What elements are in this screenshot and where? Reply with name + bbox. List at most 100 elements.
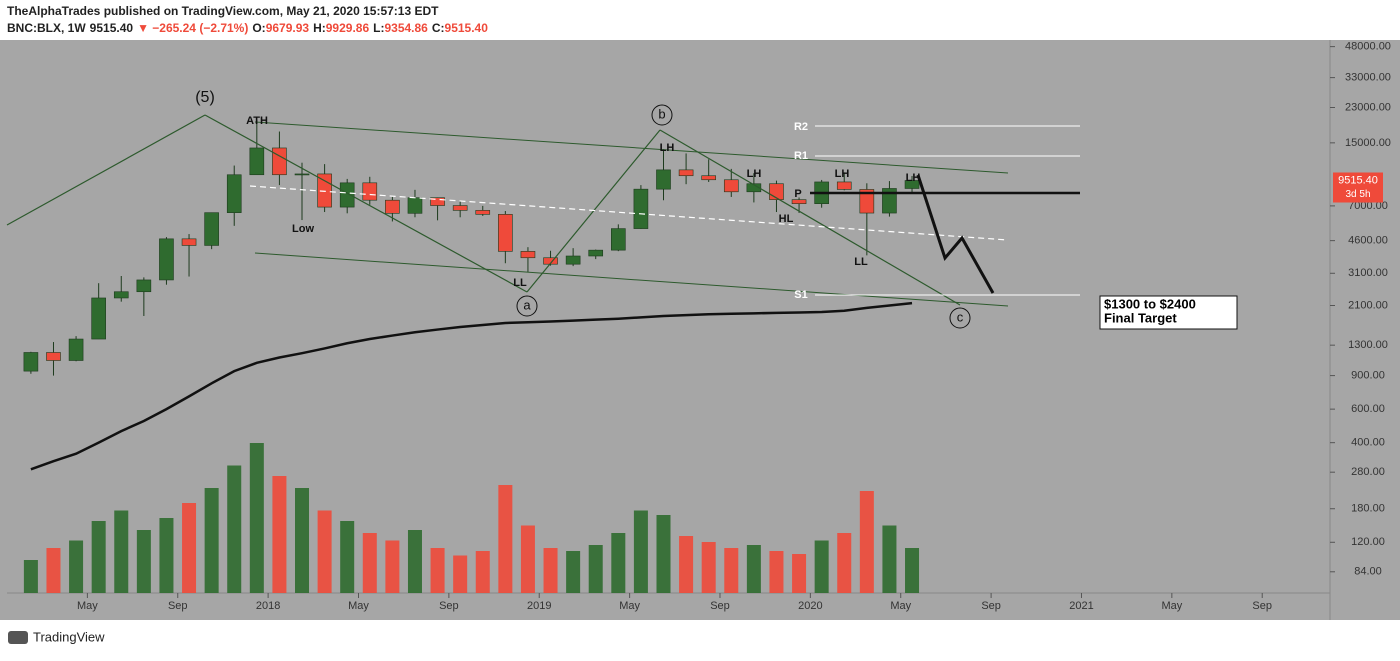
annotation: LH [835, 168, 850, 180]
y-tick-label: 23000.00 [1345, 101, 1391, 113]
volume-bar [23, 560, 38, 593]
volume-bar [249, 443, 264, 593]
volume-bar [227, 465, 242, 593]
y-tick-label: 2100.00 [1348, 299, 1388, 311]
header-o: 9679.93 [266, 21, 310, 35]
candle-body [836, 181, 852, 190]
annotation: b [658, 106, 665, 121]
volume-bar [837, 533, 852, 593]
volume-bar [611, 533, 626, 593]
price-label: 9515.40 [1338, 174, 1378, 186]
candle-body [678, 169, 694, 177]
channel-line [254, 121, 1009, 174]
header-c-label: C: [432, 21, 445, 35]
footer-brand: TradingView [33, 629, 105, 644]
volume-bar [317, 510, 332, 593]
volume-bar [91, 521, 106, 593]
x-tick-label: Sep [168, 600, 188, 612]
y-tick-label: 33000.00 [1345, 72, 1391, 84]
x-tick-label: May [348, 600, 369, 612]
wave-circle [949, 307, 971, 329]
x-tick-label: 2020 [798, 600, 822, 612]
projection [916, 174, 995, 294]
volume-bar [905, 548, 920, 593]
drawings: (5) ATH Low LL a LH b LH HL P R2 R1 S1 LH LL LH c $1300 t… [6, 89, 1238, 330]
x-tick-label: Sep [710, 600, 730, 612]
volume-bar [385, 540, 400, 593]
candle-body [701, 175, 716, 181]
candle-body [565, 255, 581, 265]
volume-bar [679, 536, 694, 593]
candle-body [362, 182, 378, 201]
y-tick-label: 7000.00 [1348, 200, 1388, 212]
volume-bar [453, 555, 468, 593]
volume-bar [159, 518, 174, 593]
x-tick-label: 2019 [527, 600, 551, 612]
annotation: c [957, 309, 964, 324]
candle-body [791, 199, 807, 204]
candle-body [746, 183, 762, 193]
mid-line [249, 185, 1009, 241]
plot [23, 119, 920, 593]
candle-body [882, 188, 897, 214]
annotation: a [523, 297, 531, 312]
volume-bar [430, 548, 445, 593]
volume-bar [746, 545, 761, 593]
volume-bar [543, 548, 558, 593]
volume-bar [520, 525, 535, 593]
annotation: R2 [794, 121, 808, 133]
candle-body [294, 173, 310, 176]
candle-body [520, 251, 536, 259]
volume-bar [182, 503, 197, 593]
annotation: (5) [195, 89, 215, 106]
header-l: 9354.86 [384, 21, 428, 35]
volume-bar [407, 530, 422, 593]
volume-bar [792, 554, 807, 593]
annotation: LL [513, 277, 527, 289]
candle-body [159, 238, 174, 281]
annotation: LH [660, 142, 675, 154]
candle-body [68, 338, 84, 361]
volume-bar [340, 521, 355, 593]
header-symbol: BNC:BLX, 1W [7, 21, 86, 35]
candle-body [272, 147, 287, 176]
candle-body [181, 238, 197, 246]
footer-logo: TradingView [8, 629, 105, 644]
volume-bar [46, 548, 61, 593]
plot-edge [0, 40, 7, 620]
y-tick-label: 400.00 [1351, 437, 1385, 449]
x-tick-label: Sep [981, 600, 1001, 612]
header-c: 9515.40 [445, 21, 489, 35]
x-tick-label: Sep [1252, 600, 1272, 612]
candle-body [859, 189, 875, 214]
wave-circle [516, 295, 538, 317]
y-tick-label: 15000.00 [1345, 137, 1391, 149]
target-box [1099, 295, 1238, 330]
y-tick-label: 900.00 [1351, 369, 1385, 381]
annotation: S1 [794, 289, 807, 301]
candle-body [611, 228, 626, 251]
header-h: 9929.86 [326, 21, 370, 35]
y-tick-label: 84.00 [1354, 566, 1382, 578]
x-tick-label: May [890, 600, 911, 612]
x-tick-label: May [619, 600, 640, 612]
candle-body [339, 182, 355, 208]
price-label-bg [1333, 172, 1383, 203]
ohlc: BNC:BLX, 1W 9515.40 ▼ −265.24 (−2.71%) O:96… [7, 21, 488, 35]
ohlc-line: BNC:BLX, 1W 9515.40 ▼ −265.24 (−2.71%) O:96… [7, 21, 488, 35]
y-tick-label: 120.00 [1351, 536, 1385, 548]
x-tick-label: May [1161, 600, 1182, 612]
volume-bar [272, 476, 287, 593]
annotation: LH [747, 168, 762, 180]
candle-body [656, 169, 671, 190]
volume-bar [656, 515, 671, 593]
volume-bar [633, 510, 648, 593]
moving-average [30, 301, 913, 471]
target-text: Final Target [1104, 310, 1177, 325]
volume-bar [498, 485, 513, 593]
header-change: ▼ −265.24 (−2.71%) [137, 21, 248, 35]
volume-bar [566, 551, 581, 593]
logo-mark [8, 631, 28, 644]
wave-line [204, 114, 528, 293]
